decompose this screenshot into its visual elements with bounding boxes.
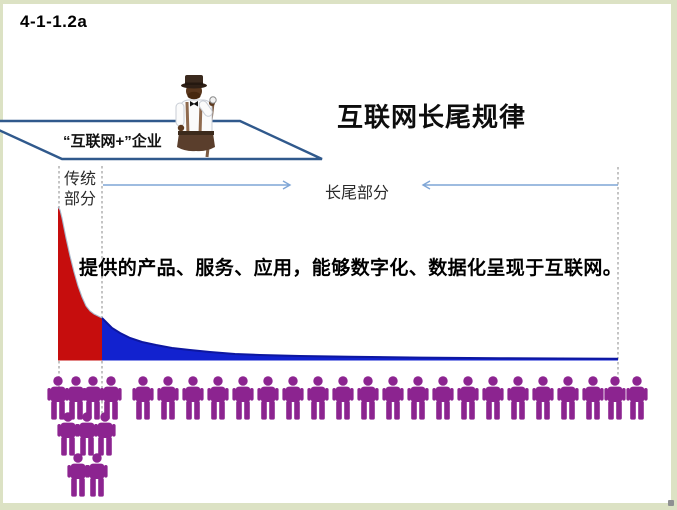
person-icon xyxy=(307,376,329,420)
person-icon xyxy=(626,376,648,420)
people-icons xyxy=(47,376,648,497)
person-icon xyxy=(207,376,229,420)
slide-code: 4-1-1.2a xyxy=(20,12,88,31)
person-icon xyxy=(532,376,554,420)
person-icon xyxy=(482,376,504,420)
person-icon xyxy=(507,376,529,420)
person-icon xyxy=(67,453,89,497)
person-icon xyxy=(157,376,179,420)
person-icon xyxy=(407,376,429,420)
head-curve-edge xyxy=(57,206,103,319)
person-icon xyxy=(332,376,354,420)
right-arrowhead-icon xyxy=(282,180,292,190)
person-icon xyxy=(604,376,626,420)
head-section-label: 传统 部分 xyxy=(64,171,97,208)
gentleman-figure-icon xyxy=(175,75,217,158)
tail-section-label: 长尾部分 xyxy=(325,185,390,202)
page-title: 互联网长尾规律 xyxy=(337,102,527,132)
description-text: 提供的产品、服务、应用，能够数字化、数据化呈现于互联网。 xyxy=(79,258,623,279)
person-icon xyxy=(257,376,279,420)
person-icon xyxy=(132,376,154,420)
left-arrowhead-icon xyxy=(421,180,431,190)
person-icon xyxy=(232,376,254,420)
person-icon xyxy=(357,376,379,420)
person-icon xyxy=(582,376,604,420)
person-icon xyxy=(86,453,108,497)
enterprise-label: “互联网+”企业 xyxy=(63,133,162,150)
person-icon xyxy=(457,376,479,420)
person-icon xyxy=(182,376,204,420)
tail-curve-edge xyxy=(101,317,619,360)
corner-handle-dot xyxy=(668,500,674,506)
range-arrows xyxy=(103,180,618,190)
slide-canvas xyxy=(3,4,671,503)
head-area-curve xyxy=(58,207,102,361)
person-icon xyxy=(557,376,579,420)
tail-area-curve xyxy=(102,318,618,361)
person-icon xyxy=(382,376,404,420)
person-icon xyxy=(432,376,454,420)
person-icon xyxy=(282,376,304,420)
platform-parallelogram xyxy=(0,119,323,161)
